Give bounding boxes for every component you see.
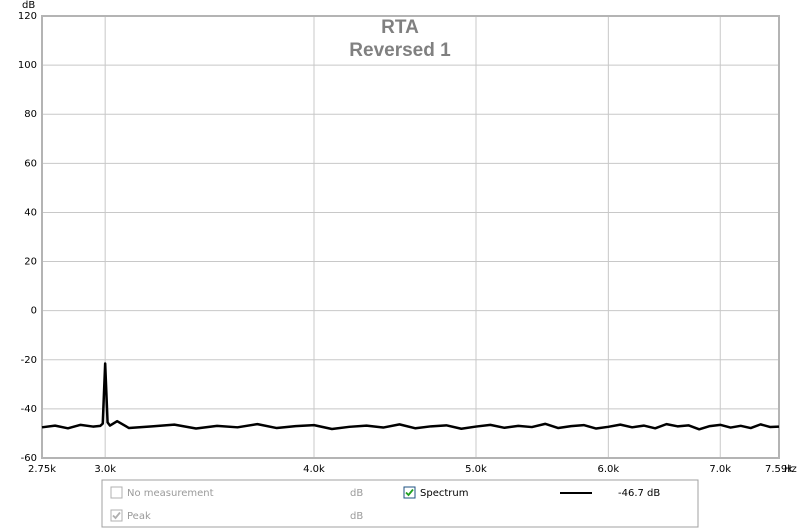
y-tick-label: 120 [18,11,37,22]
x-tick-label: 5.0k [465,464,487,475]
legend-checkbox-check [112,511,121,520]
legend-label: No measurement [127,488,214,499]
y-tick-label: 0 [31,306,37,317]
y-tick-label: 100 [18,60,37,71]
x-tick-label: 2.75k [28,464,56,475]
y-tick-label: 80 [24,109,37,120]
x-tick-label: 7.59k [765,464,793,475]
legend-readout: -46.7 dB [618,488,660,499]
y-tick-label: -40 [21,404,37,415]
x-axis-label: Hz [784,464,797,475]
legend-unit: dB [350,511,363,522]
legend-panel [101,479,699,528]
legend-checkbox-check [405,488,414,497]
legend-unit: dB [350,488,363,499]
chart-subtitle: Reversed 1 [349,40,451,61]
chart-title: RTA [381,17,419,38]
y-axis-label: dB [22,0,35,11]
y-tick-label: 60 [24,158,37,169]
plot-frame [41,15,780,459]
legend-label: Peak [127,511,151,522]
y-tick-label: 40 [24,207,37,218]
x-tick-label: 7.0k [709,464,731,475]
x-tick-label: 3.0k [94,464,116,475]
spectrum-line [41,362,780,431]
x-tick-label: 6.0k [597,464,619,475]
y-tick-label: 20 [24,257,37,268]
x-tick-label: 4.0k [303,464,325,475]
y-tick-label: -20 [21,355,37,366]
plot-border [41,15,780,459]
y-tick-label: -60 [21,453,37,464]
legend-label: Spectrum [420,488,468,499]
legend-checkbox[interactable] [110,486,123,499]
